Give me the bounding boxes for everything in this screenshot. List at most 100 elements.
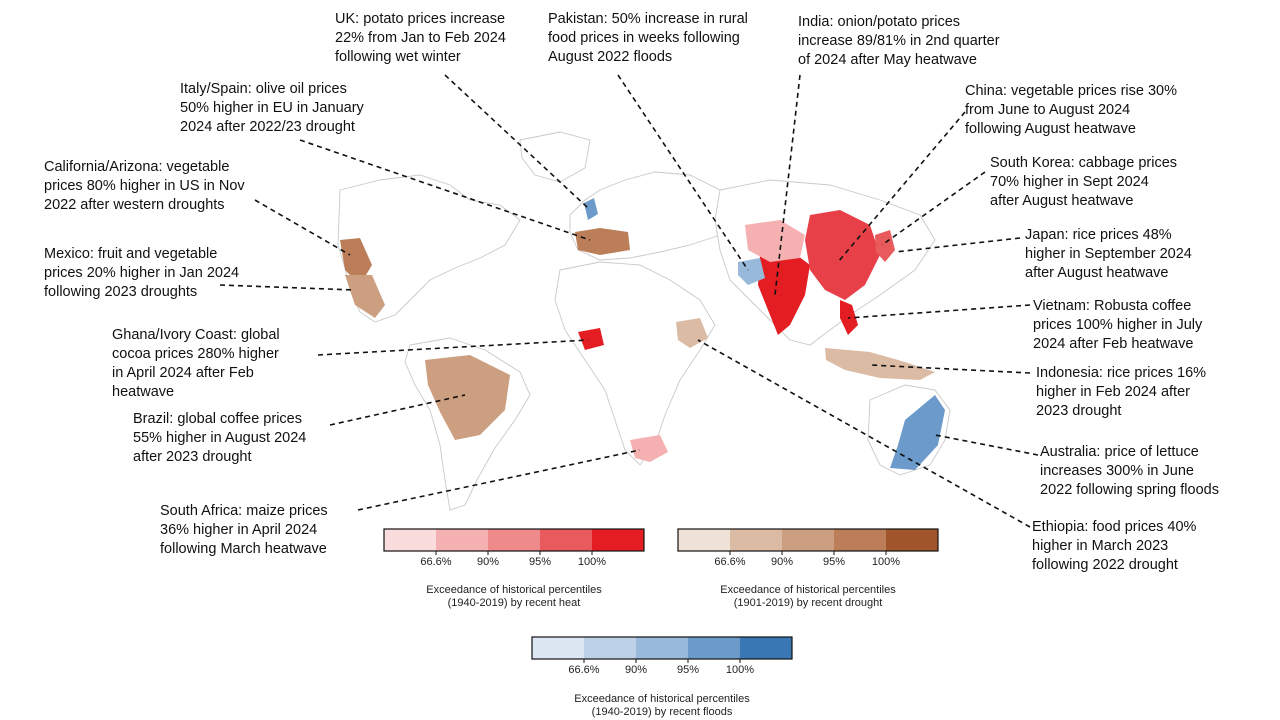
annotation-line: South Korea: cabbage prices bbox=[990, 155, 1178, 171]
colorbars bbox=[383, 528, 939, 663]
leader-uk bbox=[444, 74, 589, 209]
annotation-line: UK: potato prices increase bbox=[335, 11, 506, 27]
annotation-line: 2024 after 2022/23 drought bbox=[180, 119, 355, 135]
annotation-line: from June to August 2024 bbox=[965, 102, 1131, 118]
annotation-south-korea: South Korea: cabbage prices 70% higher i… bbox=[990, 154, 1177, 211]
annotation-india: India: onion/potato prices increase 89/8… bbox=[798, 13, 1000, 70]
annotation-line: 2024 after Feb heatwave bbox=[1033, 336, 1194, 352]
heat-colorbar-tick-label: 66.6% bbox=[420, 556, 452, 568]
annotation-line: after August heatwave bbox=[990, 193, 1134, 209]
annotation-line: Pakistan: 50% increase in rural bbox=[548, 11, 748, 27]
leader-south-africa bbox=[357, 449, 641, 511]
annotation-line: following 2022 drought bbox=[1032, 557, 1178, 573]
annotation-line: cocoa prices 280% higher bbox=[112, 346, 279, 362]
annotation-line: after August heatwave bbox=[1025, 265, 1169, 281]
annotation-china: China: vegetable prices rise 30% from Ju… bbox=[965, 82, 1177, 139]
drought-region-indonesia bbox=[825, 348, 935, 380]
heat-colorbar-frame bbox=[383, 528, 645, 552]
leader-australia bbox=[934, 434, 1039, 456]
annotation-line: South Africa: maize prices bbox=[160, 503, 328, 519]
floods-colorbar-tick-label: 90% bbox=[624, 664, 648, 676]
drought-colorbar-swatch bbox=[834, 529, 886, 551]
annotation-line: 36% higher in April 2024 bbox=[160, 522, 318, 538]
annotation-line: Mexico: fruit and vegetable bbox=[44, 246, 218, 262]
annotation-line: higher in Feb 2024 after bbox=[1036, 384, 1190, 400]
leader-ethiopia bbox=[697, 339, 1031, 528]
annotation-line: 50% higher in EU in January bbox=[180, 100, 364, 116]
annotation-line: prices 80% higher in US in Nov bbox=[44, 178, 245, 194]
annotation-line: 70% higher in Sept 2024 bbox=[990, 174, 1149, 190]
floods-colorbar-swatch bbox=[636, 637, 688, 659]
floods-colorbar-swatch bbox=[584, 637, 636, 659]
legend-label-line: Exceedance of historical percentiles bbox=[426, 584, 602, 596]
annotation-indonesia: Indonesia: rice prices 16% higher in Feb… bbox=[1036, 364, 1206, 421]
heat-colorbar-swatch bbox=[488, 529, 540, 551]
greenland-outline bbox=[519, 131, 591, 183]
annotation-line: Australia: price of lettuce bbox=[1040, 444, 1199, 460]
annotation-line: prices 100% higher in July bbox=[1033, 317, 1203, 333]
flood-region-uk bbox=[584, 198, 598, 220]
annotation-vietnam: Vietnam: Robusta coffee prices 100% high… bbox=[1033, 297, 1202, 354]
flood-region-australia bbox=[890, 395, 945, 470]
africa-outline bbox=[554, 261, 716, 466]
legend-label-line: Exceedance of historical percentiles bbox=[574, 693, 750, 705]
annotation-line: Ghana/Ivory Coast: global bbox=[112, 327, 280, 343]
heat-colorbar-swatch bbox=[436, 529, 488, 551]
drought-legend-label: Exceedance of historical percentiles (19… bbox=[678, 584, 938, 610]
drought-colorbar-frame bbox=[677, 528, 939, 552]
annotation-line: increases 300% in June bbox=[1040, 463, 1194, 479]
annotation-line: 2022 after western droughts bbox=[44, 197, 225, 213]
flood-regions bbox=[584, 198, 945, 470]
floods-colorbar-swatch bbox=[532, 637, 584, 659]
annotation-line: India: onion/potato prices bbox=[798, 14, 961, 30]
leader-mexico bbox=[219, 284, 356, 291]
floods-colorbar-tick-label: 66.6% bbox=[568, 664, 600, 676]
leader-pakistan bbox=[617, 74, 749, 271]
annotation-south-africa: South Africa: maize prices 36% higher in… bbox=[160, 502, 328, 559]
heat-regions bbox=[578, 210, 895, 462]
annotation-line: higher in September 2024 bbox=[1025, 246, 1192, 262]
floods-colorbar-swatch bbox=[740, 637, 792, 659]
annotation-mexico: Mexico: fruit and vegetable prices 20% h… bbox=[44, 245, 239, 302]
leader-vietnam bbox=[847, 304, 1031, 319]
heat-legend-label: Exceedance of historical percentiles (19… bbox=[384, 584, 644, 610]
heat-region-central-asia bbox=[745, 220, 805, 262]
heat-region-china bbox=[805, 210, 880, 300]
heat-region-india bbox=[758, 250, 810, 335]
annotation-line: Vietnam: Robusta coffee bbox=[1033, 298, 1192, 314]
annotation-line: Ethiopia: food prices 40% bbox=[1032, 519, 1197, 535]
heat-colorbar-tick-label: 100% bbox=[577, 556, 607, 568]
annotation-ghana: Ghana/Ivory Coast: global cocoa prices 2… bbox=[112, 326, 280, 402]
annotation-line: following August heatwave bbox=[965, 121, 1136, 137]
annotation-australia: Australia: price of lettuce increases 30… bbox=[1040, 443, 1219, 500]
leader-china bbox=[837, 111, 966, 263]
legend-label-line: (1901-2019) by recent drought bbox=[733, 597, 883, 609]
heat-colorbar-swatch bbox=[540, 529, 592, 551]
heat-colorbar-tick-label: 90% bbox=[476, 556, 500, 568]
drought-region-california bbox=[340, 238, 372, 285]
annotation-line: August 2022 floods bbox=[548, 49, 673, 65]
leader-california bbox=[254, 199, 351, 256]
annotation-line: higher in March 2023 bbox=[1032, 538, 1169, 554]
annotation-california: California/Arizona: vegetable prices 80%… bbox=[44, 158, 245, 215]
annotation-italy-spain: Italy/Spain: olive oil prices 50% higher… bbox=[180, 80, 364, 137]
annotation-line: Indonesia: rice prices 16% bbox=[1036, 365, 1207, 381]
drought-region-mexico bbox=[345, 275, 385, 318]
annotation-line: Brazil: global coffee prices bbox=[133, 411, 302, 427]
legend-label-line: (1940-2019) by recent heat bbox=[447, 597, 581, 609]
annotation-line: California/Arizona: vegetable bbox=[44, 159, 230, 175]
heat-region-south-africa bbox=[630, 435, 668, 462]
floods-legend-label: Exceedance of historical percentiles (19… bbox=[532, 693, 792, 719]
drought-colorbar-swatch bbox=[730, 529, 782, 551]
annotation-line: Japan: rice prices 48% bbox=[1025, 227, 1172, 243]
annotation-line: 22% from Jan to Feb 2024 bbox=[335, 30, 506, 46]
floods-colorbar-swatch bbox=[688, 637, 740, 659]
heat-region-ghana bbox=[578, 328, 604, 350]
annotation-line: in April 2024 after Feb bbox=[112, 365, 254, 381]
annotation-line: prices 20% higher in Jan 2024 bbox=[44, 265, 240, 281]
annotation-pakistan: Pakistan: 50% increase in rural food pri… bbox=[548, 10, 748, 67]
heat-colorbar-swatch bbox=[384, 529, 436, 551]
floods-colorbar-tick-label: 95% bbox=[676, 664, 700, 676]
floods-colorbar-frame bbox=[531, 636, 793, 660]
